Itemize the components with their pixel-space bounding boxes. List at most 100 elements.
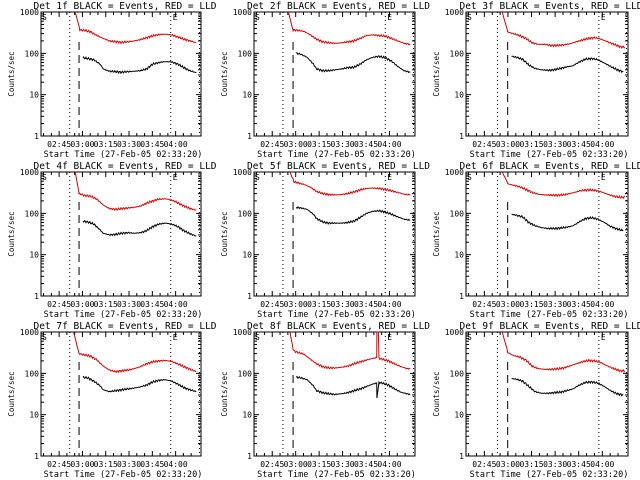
start-marker-label: S [42, 13, 47, 22]
end-marker-label: E [387, 333, 392, 342]
x-tick-label: 02:45 [472, 300, 496, 309]
lld-series-line [287, 11, 411, 46]
y-tick-label: 1000 [20, 168, 39, 177]
x-tick-label: 03:00 [496, 460, 520, 469]
panel-det-1f: Det 1f BLACK = Events, RED = LLD 1 10 100 10… [7, 1, 217, 160]
end-marker-label: E [387, 13, 392, 22]
x-tick-label: 03:00 [70, 460, 94, 469]
y-axis-label: Counts/sec [7, 51, 16, 96]
y-tick-label: 100 [450, 209, 465, 218]
y-tick-label: 1000 [233, 168, 252, 177]
x-tick-label: 03:00 [70, 300, 94, 309]
x-tick-label: 04:00 [590, 300, 614, 309]
x-axis-label: Start Time (27-Feb-05 02:33:20) [257, 470, 416, 480]
x-tick-label: 02:45 [47, 140, 71, 149]
x-tick-label: 03:45 [567, 300, 591, 309]
panel-det-4f: Det 4f BLACK = Events, RED = LLD 1 10 100 10… [7, 161, 217, 320]
x-tick-label: 04:00 [377, 300, 401, 309]
x-tick-label: 04:00 [164, 140, 188, 149]
y-tick-label: 10 [454, 411, 464, 420]
start-marker-label: S [467, 333, 472, 342]
y-tick-label: 1000 [445, 8, 464, 17]
x-tick-label: 02:45 [260, 460, 284, 469]
y-tick-label: 10 [242, 91, 252, 100]
x-tick-label: 03:15 [519, 140, 543, 149]
x-axis-label: Start Time (27-Feb-05 02:33:20) [44, 310, 203, 320]
x-tick-label: 03:15 [94, 140, 118, 149]
events-series-line [295, 375, 411, 399]
y-tick-label: 1 [459, 292, 464, 301]
events-series-line [82, 220, 197, 237]
x-axis-label: Start Time (27-Feb-05 02:33:20) [44, 470, 203, 480]
events-series-line [511, 213, 624, 232]
y-axis-label: Counts/sec [432, 211, 441, 256]
plot-frame [253, 11, 416, 137]
y-tick-label: 1 [247, 452, 252, 461]
x-tick-label: 03:00 [284, 460, 308, 469]
y-tick-label: 10 [29, 411, 39, 420]
start-marker-label: S [255, 13, 260, 22]
x-tick-label: 03:00 [70, 140, 94, 149]
x-tick-label: 04:00 [590, 140, 614, 149]
y-tick-label: 1 [247, 132, 252, 141]
x-tick-label: 03:15 [94, 460, 118, 469]
lld-series-line [73, 331, 197, 374]
x-tick-label: 03:45 [567, 140, 591, 149]
x-tick-label: 03:15 [519, 300, 543, 309]
x-axis-label: Start Time (27-Feb-05 02:33:20) [470, 470, 629, 480]
plot-frame [40, 171, 202, 297]
x-tick-label: 03:45 [140, 460, 164, 469]
x-tick-label: 03:15 [519, 460, 543, 469]
x-tick-label: 04:00 [377, 460, 401, 469]
y-tick-label: 1000 [233, 328, 252, 337]
end-marker-label: E [173, 333, 178, 342]
panel-title: Det 5f BLACK = Events, RED = LLD [247, 161, 430, 172]
panel-det-5f: Det 5f BLACK = Events, RED = LLD 1 10 100 10… [220, 161, 430, 320]
y-axis-label: Counts/sec [220, 211, 229, 256]
lld-series-line [501, 331, 626, 373]
end-marker-label: E [387, 173, 392, 182]
y-tick-label: 10 [454, 251, 464, 260]
panel-title: Det 2f BLACK = Events, RED = LLD [247, 1, 430, 12]
plot-frame [40, 331, 202, 457]
lld-series-line [289, 331, 411, 370]
events-series-line [82, 56, 197, 75]
x-tick-label: 02:45 [260, 300, 284, 309]
plot-frame [465, 11, 629, 137]
y-tick-label: 100 [450, 369, 465, 378]
end-marker-label: E [601, 13, 606, 22]
panel-title: Det 1f BLACK = Events, RED = LLD [33, 1, 216, 12]
x-tick-label: 02:45 [47, 300, 71, 309]
x-tick-label: 03:00 [284, 300, 308, 309]
y-tick-label: 100 [25, 49, 40, 58]
x-tick-label: 04:00 [377, 140, 401, 149]
y-tick-label: 1 [34, 132, 39, 141]
x-tick-label: 04:00 [590, 460, 614, 469]
x-tick-label: 03:15 [307, 300, 331, 309]
plot-frame [465, 171, 629, 297]
x-tick-label: 03:30 [543, 140, 567, 149]
y-tick-label: 1 [34, 452, 39, 461]
y-axis-label: Counts/sec [432, 51, 441, 96]
x-tick-label: 03:30 [117, 140, 141, 149]
x-tick-label: 03:30 [331, 140, 355, 149]
y-tick-label: 1 [459, 452, 464, 461]
panel-det-6f: Det 6f BLACK = Events, RED = LLD 1 10 100 10… [432, 161, 640, 320]
x-tick-label: 03:30 [117, 300, 141, 309]
panel-title: Det 3f BLACK = Events, RED = LLD [459, 1, 640, 12]
x-tick-label: 03:15 [94, 300, 118, 309]
lld-series-line [289, 171, 411, 197]
y-tick-label: 1000 [20, 328, 39, 337]
y-tick-label: 100 [238, 369, 253, 378]
lld-series-line [501, 11, 626, 49]
y-axis-label: Counts/sec [7, 371, 16, 416]
x-tick-label: 03:30 [543, 300, 567, 309]
y-tick-label: 100 [25, 369, 40, 378]
x-tick-label: 03:00 [284, 140, 308, 149]
x-tick-label: 02:45 [472, 460, 496, 469]
panel-det-8f: Det 8f BLACK = Events, RED = LLD 1 10 100 10… [220, 321, 430, 480]
y-tick-label: 10 [454, 91, 464, 100]
panel-title: Det 4f BLACK = Events, RED = LLD [33, 161, 216, 172]
x-tick-label: 03:15 [307, 460, 331, 469]
y-tick-label: 1 [247, 292, 252, 301]
